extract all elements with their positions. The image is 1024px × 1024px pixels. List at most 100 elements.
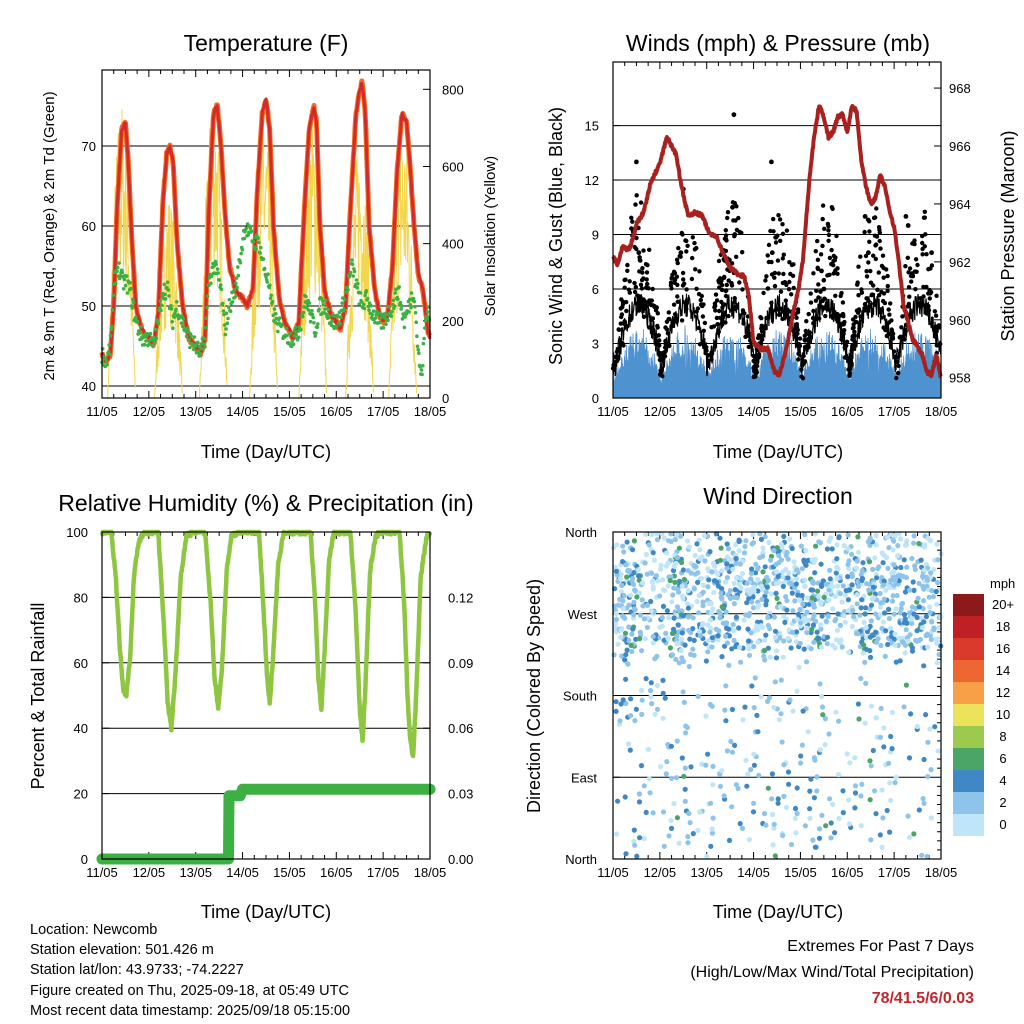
gust-point (644, 270, 650, 275)
direction-point (737, 561, 743, 567)
direction-point (793, 830, 799, 836)
direction-point (756, 772, 762, 778)
direction-point (883, 628, 889, 634)
dewpoint-point (415, 344, 420, 349)
direction-point (629, 648, 635, 655)
gust-point (881, 291, 887, 296)
direction-point (664, 550, 670, 556)
direction-point (826, 731, 832, 737)
gust-point (799, 374, 804, 379)
dewpoint-point (272, 307, 277, 311)
direction-point (931, 567, 937, 573)
direction-point (886, 615, 893, 622)
dewpoint-point (266, 272, 270, 277)
direction-point (728, 738, 734, 745)
dewpoint-point (350, 258, 354, 262)
dewpoint-point (416, 347, 421, 352)
direction-point (771, 821, 777, 827)
direction-point (780, 832, 786, 839)
y2-tick-label: 0.09 (448, 656, 473, 671)
gust-point (633, 202, 638, 207)
gust-point (801, 353, 806, 359)
gust-point (713, 308, 718, 313)
direction-point (737, 821, 743, 827)
dewpoint-point (185, 326, 190, 331)
direction-point (807, 806, 813, 812)
direction-point (892, 532, 898, 539)
direction-point (868, 837, 874, 843)
dewpoint-point (270, 299, 275, 304)
x-tick-label: 11/05 (86, 404, 118, 419)
gust-point (739, 230, 744, 235)
direction-point (842, 592, 848, 598)
dewpoint-point (192, 347, 196, 352)
direction-point (695, 693, 701, 700)
direction-point (902, 642, 909, 648)
gust-point (877, 230, 882, 235)
x-tick-label: 17/05 (367, 404, 400, 419)
direction-point (739, 571, 746, 577)
gust-point (690, 255, 695, 261)
direction-point (709, 635, 715, 641)
direction-point (690, 615, 696, 621)
gust-point (933, 313, 939, 318)
direction-point (755, 566, 761, 572)
gust-point (902, 337, 907, 342)
gust-point (788, 271, 793, 277)
gust-point (786, 287, 792, 292)
direction-point (613, 568, 620, 574)
gust-point (684, 306, 689, 312)
direction-point (903, 627, 909, 633)
gust-point (850, 343, 855, 348)
gust-point (650, 316, 656, 321)
direction-point (614, 831, 620, 837)
direction-point (724, 561, 730, 567)
direction-point (778, 541, 784, 547)
temperature-panel: Temperature (F) Time (Day/UTC) 2m & 9m T… (41, 30, 499, 462)
dewpoint-point (115, 269, 119, 274)
direction-point (707, 549, 713, 555)
direction-point (763, 822, 769, 828)
direction-point (864, 581, 870, 587)
direction-point (782, 619, 788, 626)
direction-point (644, 571, 650, 577)
direction-point (674, 633, 680, 639)
solar-series (154, 204, 183, 399)
dewpoint-point (397, 285, 402, 289)
gust-point (881, 275, 886, 280)
gust-point (826, 232, 832, 238)
gust-point (928, 266, 933, 271)
direction-point (644, 602, 651, 609)
gust-point (625, 268, 630, 273)
direction-point (724, 541, 730, 547)
direction-point (723, 620, 730, 626)
gust-point (772, 270, 778, 276)
direction-point (828, 835, 834, 841)
dewpoint-point (128, 280, 132, 285)
dewpoint-point (316, 322, 320, 326)
x-tick-label: 17/05 (367, 865, 400, 880)
direction-point (710, 763, 716, 770)
direction-point (837, 591, 843, 597)
dewpoint-point (226, 316, 230, 321)
y-tick-label: West (568, 607, 598, 622)
gust-point (879, 307, 885, 312)
gust-point (657, 353, 662, 358)
gust-point (628, 317, 633, 323)
gust-point (880, 253, 886, 258)
direction-point (717, 557, 724, 563)
gust-point (872, 233, 878, 238)
direction-point (667, 645, 674, 651)
direction-point (777, 635, 783, 641)
gust-point (818, 252, 824, 257)
dewpoint-point (145, 331, 150, 336)
gust-point (831, 271, 836, 276)
direction-point (731, 601, 738, 607)
dewpoint-point (386, 318, 390, 323)
dewpoint-point (323, 307, 327, 311)
direction-point (879, 787, 885, 793)
gust-point (723, 320, 728, 325)
legend-swatch (953, 616, 984, 638)
dewpoint-point (114, 281, 118, 286)
gust-point (932, 309, 938, 314)
